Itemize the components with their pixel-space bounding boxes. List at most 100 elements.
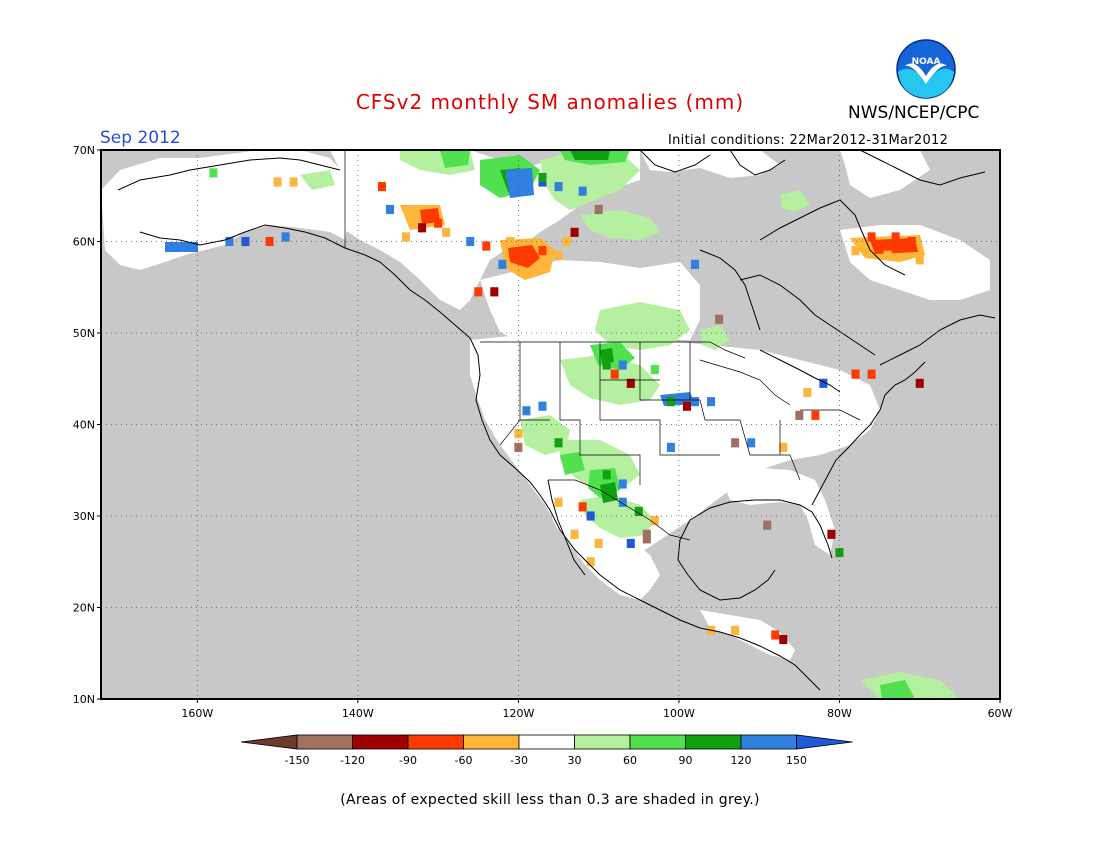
lat-tick-label: 30N — [73, 510, 95, 523]
colorbar-box — [352, 734, 409, 750]
colorbar-box — [574, 734, 631, 750]
anomaly-cell — [426, 209, 435, 219]
chart-title: CFSv2 monthly SM anomalies (mm) — [355, 90, 745, 114]
agency-label: NWS/NCEP/CPC — [848, 103, 980, 123]
anomaly-cell — [385, 204, 394, 215]
anomaly-cell — [522, 406, 531, 416]
anomaly-cell — [634, 506, 643, 516]
lon-tick-label: 140W — [342, 707, 374, 720]
anomaly-cell — [779, 634, 788, 645]
anomaly-cell — [779, 442, 788, 452]
anomaly-cell — [281, 232, 290, 242]
anomaly-cell — [851, 369, 860, 379]
anomaly-cell — [241, 236, 250, 247]
anomaly-cell — [811, 410, 820, 420]
lon-tick-label: 160W — [181, 707, 213, 720]
colorbar-label: -30 — [510, 754, 528, 767]
anomaly-cell — [586, 557, 595, 567]
anomaly-cell — [666, 442, 675, 452]
colorbar-label: -120 — [340, 754, 365, 767]
anomaly-cell — [514, 442, 523, 452]
anomaly-cell — [771, 630, 780, 640]
lat-tick-label: 20N — [73, 602, 95, 615]
colorbar-label: 90 — [679, 754, 693, 767]
valid-month-label: Sep 2012 — [100, 128, 181, 148]
anomaly-cell — [578, 502, 587, 512]
anomaly-cell — [490, 287, 499, 297]
anomaly-cell — [594, 204, 603, 215]
anomaly-cell — [883, 250, 892, 260]
logo-text: NOAA — [912, 57, 941, 67]
anomaly-cell — [915, 255, 924, 265]
anomaly-cell — [867, 369, 876, 379]
coastlines — [117, 150, 996, 691]
anomaly-cell — [554, 182, 563, 192]
anomaly-cell — [715, 314, 724, 324]
anomaly-cell — [377, 182, 386, 192]
anomaly-cell — [642, 534, 651, 544]
anomaly-cell — [225, 236, 234, 247]
anomaly-cell — [618, 479, 627, 489]
anomaly-cell — [707, 397, 716, 407]
latitude-axis: 70N 60N 50N 40N 30N 20N 10N — [73, 144, 101, 706]
anomaly-cell — [666, 397, 675, 407]
anomaly-cell — [538, 172, 547, 183]
lat-tick-label: 10N — [73, 693, 95, 706]
colorbar-box — [518, 734, 575, 750]
colorbar-box — [463, 734, 520, 750]
land-white-regions — [101, 150, 990, 660]
anomaly-cell — [434, 218, 443, 228]
anomaly-cell — [827, 529, 836, 539]
anomaly-cell — [626, 378, 635, 388]
anomaly-cell — [265, 236, 274, 247]
anomaly-cell — [578, 186, 587, 196]
anomaly-cell — [610, 369, 619, 379]
anomaly-cell — [731, 438, 740, 448]
anomaly-cell — [418, 223, 427, 233]
colorbar-label: -60 — [455, 754, 473, 767]
skill-footnote: (Areas of expected skill less than 0.3 a… — [340, 792, 760, 808]
anomaly-cell — [498, 259, 507, 269]
colorbar-label: 150 — [786, 754, 807, 767]
political-borders — [344, 150, 861, 541]
anomaly-cell — [835, 548, 844, 558]
anomaly-cell — [867, 232, 876, 242]
noaa-logo: NOAA — [896, 39, 956, 99]
anomaly-cell — [506, 236, 515, 247]
lon-tick-label: 100W — [663, 707, 695, 720]
anomaly-cell — [570, 529, 579, 539]
anomaly-cell — [763, 520, 772, 530]
anomaly-cell — [522, 246, 531, 256]
anomaly-cell — [602, 360, 611, 370]
anomaly-cells — [209, 168, 924, 645]
anomaly-cell — [690, 397, 699, 407]
anomaly-cell — [851, 246, 860, 256]
colorbar-box — [629, 734, 686, 750]
anomaly-cell — [402, 232, 411, 242]
anomaly-cell — [586, 511, 595, 521]
lat-tick-label: 50N — [73, 327, 95, 340]
anomaly-cell — [819, 378, 828, 388]
colorbar-label: 30 — [568, 754, 582, 767]
anomaly-cell — [618, 360, 627, 370]
anomaly-cell — [690, 259, 699, 269]
anomaly-cell — [474, 287, 483, 297]
lon-tick-label: 60W — [988, 707, 1013, 720]
colorbar-labels: -150 -120 -90 -60 -30 30 60 90 120 150 — [285, 754, 807, 767]
colorbar-boxes — [240, 734, 853, 750]
anomaly-cell — [803, 387, 812, 398]
colorbar-label: 120 — [731, 754, 752, 767]
lat-tick-label: 70N — [73, 144, 95, 157]
colorbar-label: -90 — [399, 754, 417, 767]
anomaly-cell — [514, 429, 523, 439]
lon-tick-label: 80W — [827, 707, 852, 720]
anomaly-cell — [538, 246, 547, 256]
colorbar-box — [685, 734, 742, 750]
anomaly-cell — [650, 516, 659, 526]
initial-conditions-label: Initial conditions: 22Mar2012-31Mar2012 — [668, 133, 949, 148]
anomaly-cell — [554, 497, 563, 507]
anomaly-cell — [618, 497, 627, 507]
colorbar-arrow-high — [796, 734, 853, 750]
